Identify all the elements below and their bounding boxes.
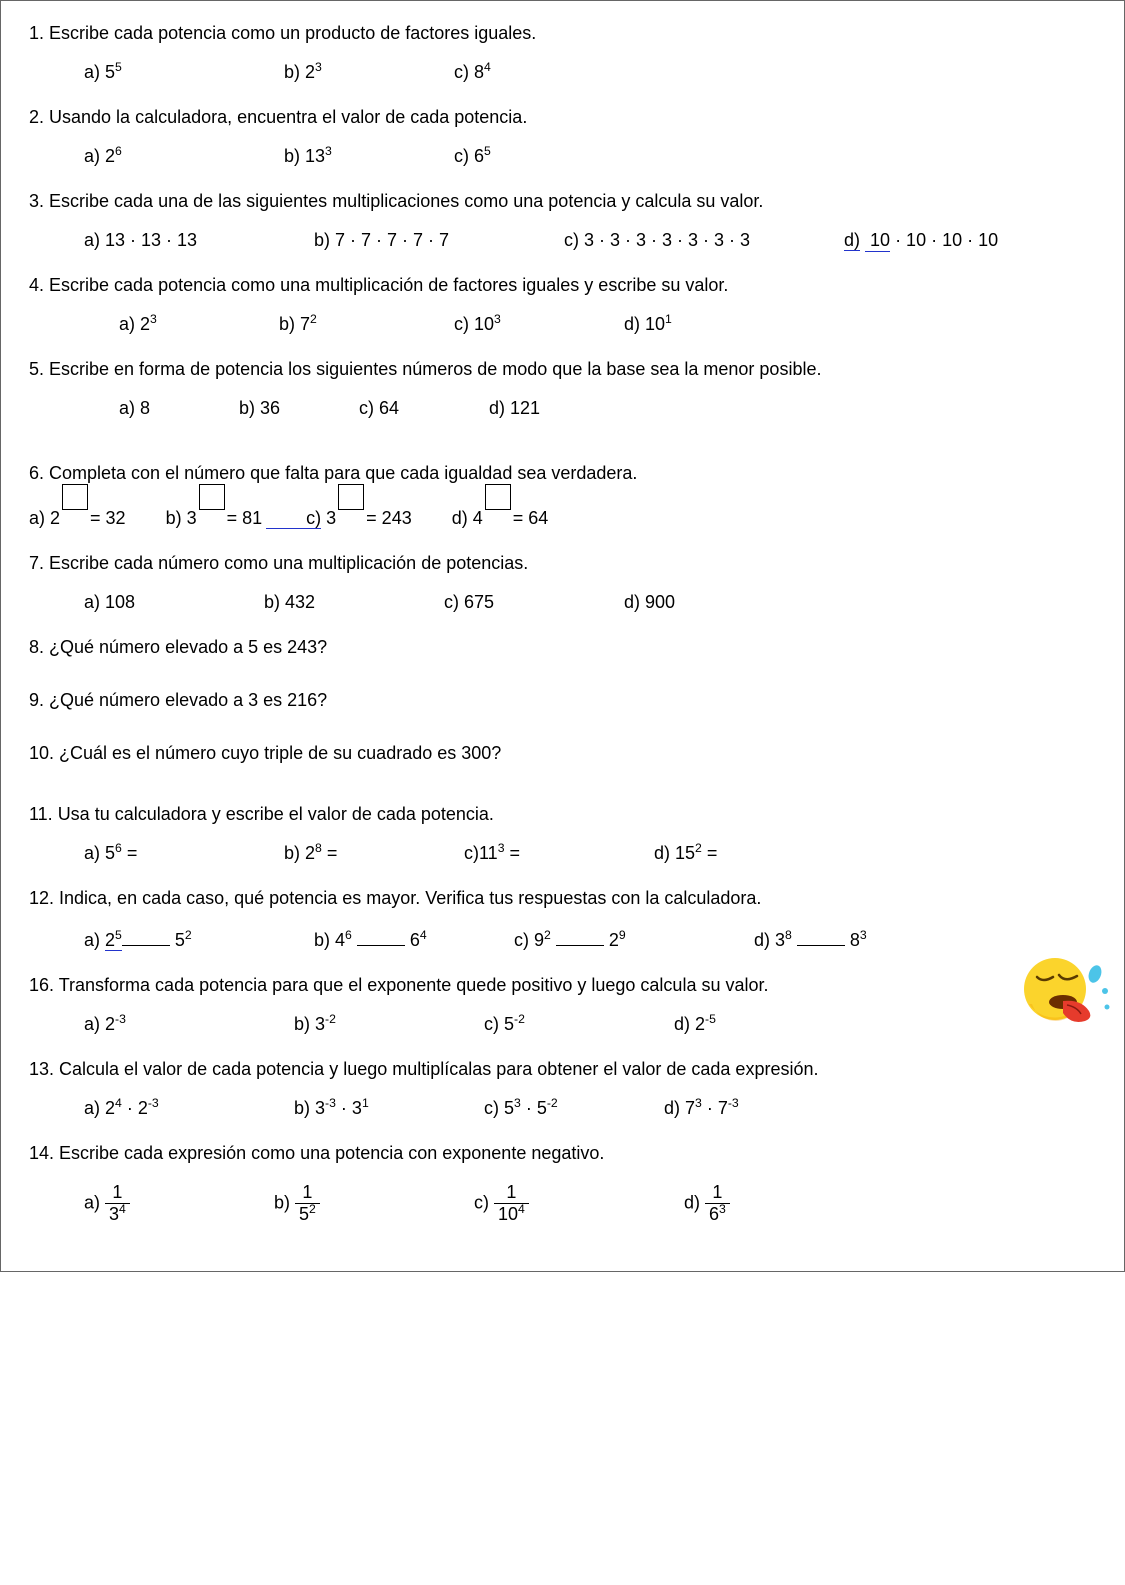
option: a) 25 52 (84, 927, 314, 951)
option: a) 134 (84, 1182, 274, 1225)
option: a) 23 (119, 314, 279, 335)
option: d) 38 83 (754, 927, 904, 951)
emoji-icon (1017, 949, 1112, 1034)
option: c) 65 (454, 146, 554, 167)
option: a) 13 · 13 · 13 (84, 230, 314, 251)
options-row: a) 2= 32 b) 3= 81 c) 3= 243 d) 4= 64 (29, 502, 1096, 529)
option: b) 133 (284, 146, 454, 167)
option: a) 24 · 2-3 (84, 1098, 294, 1119)
option: c) 3= 243 (306, 502, 412, 529)
option: a) 2-3 (84, 1014, 294, 1035)
question-12: 12. Indica, en cada caso, qué potencia e… (29, 888, 1096, 951)
option: a) 26 (84, 146, 284, 167)
question-text: 14. Escribe cada expresión como una pote… (29, 1143, 1096, 1164)
option: b) 72 (279, 314, 454, 335)
question-6: 6. Completa con el número que falta para… (29, 463, 1096, 529)
question-8: 8. ¿Qué número elevado a 5 es 243? (29, 637, 1096, 658)
option: c)113 = (464, 843, 654, 864)
option: b) 7 · 7 · 7 · 7 · 7 (314, 230, 564, 251)
question-5: 5. Escribe en forma de potencia los sigu… (29, 359, 1096, 419)
question-9: 9. ¿Qué número elevado a 3 es 216? (29, 690, 1096, 711)
option: b) 46 64 (314, 927, 514, 951)
option: d) 152 = (654, 843, 774, 864)
question-text: 11. Usa tu calculadora y escribe el valo… (29, 804, 1096, 825)
option: b) 432 (264, 592, 444, 613)
option: c) 64 (359, 398, 489, 419)
option: a) 108 (84, 592, 264, 613)
question-15: 14. Escribe cada expresión como una pote… (29, 1143, 1096, 1225)
option: d) 73 · 7-3 (664, 1098, 784, 1119)
option: a) 8 (119, 398, 239, 419)
question-2: 2. Usando la calculadora, encuentra el v… (29, 107, 1096, 167)
question-text: 4. Escribe cada potencia como una multip… (29, 275, 1096, 296)
option: d) 101 (624, 314, 724, 335)
question-10: 10. ¿Cuál es el número cuyo triple de su… (29, 743, 1096, 764)
option: d) 2-5 (674, 1014, 774, 1035)
question-text: 5. Escribe en forma de potencia los sigu… (29, 359, 1096, 380)
question-text: 6. Completa con el número que falta para… (29, 463, 1096, 484)
option: d) 4= 64 (452, 502, 549, 529)
question-7: 7. Escribe cada número como una multipli… (29, 553, 1096, 613)
question-13: 16. Transforma cada potencia para que el… (29, 975, 1096, 1035)
options-row: a) 55b) 23c) 84 (29, 62, 1096, 83)
options-row: a) 13 · 13 · 13b) 7 · 7 · 7 · 7 · 7c) 3 … (29, 230, 1096, 251)
question-text: 13. Calcula el valor de cada potencia y … (29, 1059, 1096, 1080)
question-text: 2. Usando la calculadora, encuentra el v… (29, 107, 1096, 128)
option: b) 3-2 (294, 1014, 484, 1035)
option: c) 53 · 5-2 (484, 1098, 664, 1119)
option: b) 152 (274, 1182, 474, 1225)
option: d) 900 (624, 592, 724, 613)
options-row: a) 56 =b) 28 =c)113 =d) 152 = (29, 843, 1096, 864)
option: a) 55 (84, 62, 284, 83)
option: a) 2= 32 (29, 502, 126, 529)
options-row: a) 108b) 432c) 675d) 900 (29, 592, 1096, 613)
option: b) 23 (284, 62, 454, 83)
options-row: a) 26b) 133c) 65 (29, 146, 1096, 167)
options-row: a) 25 52b) 46 64c) 92 29d) 38 83 (29, 927, 1096, 951)
option: d) 163 (684, 1182, 784, 1225)
question-14: 13. Calcula el valor de cada potencia y … (29, 1059, 1096, 1119)
question-text: 3. Escribe cada una de las siguientes mu… (29, 191, 1096, 212)
options-row: a) 23b) 72c) 103d) 101 (29, 314, 1096, 335)
options-row: a) 134b) 152c) 1104d) 163 (29, 1182, 1096, 1225)
question-text: 1. Escribe cada potencia como un product… (29, 23, 1096, 44)
option: c) 92 29 (514, 927, 754, 951)
option: b) 36 (239, 398, 359, 419)
option: c) 84 (454, 62, 554, 83)
option: b) 3-3 · 31 (294, 1098, 484, 1119)
question-1: 1. Escribe cada potencia como un product… (29, 23, 1096, 83)
option: c) 5-2 (484, 1014, 674, 1035)
connector-underline (266, 510, 306, 529)
options-row: a) 8b) 36c) 64d) 121 (29, 398, 1096, 419)
math-worksheet: 1. Escribe cada potencia como un product… (29, 23, 1096, 1225)
option: b) 3= 81 (166, 502, 263, 529)
question-11: 11. Usa tu calculadora y escribe el valo… (29, 804, 1096, 864)
option: d) 121 (489, 398, 589, 419)
option: a) 56 = (84, 843, 284, 864)
question-text: 9. ¿Qué número elevado a 3 es 216? (29, 690, 1096, 711)
question-text: 16. Transforma cada potencia para que el… (29, 975, 1096, 996)
question-text: 7. Escribe cada número como una multipli… (29, 553, 1096, 574)
option: c) 103 (454, 314, 624, 335)
option: c) 3 · 3 · 3 · 3 · 3 · 3 · 3 (564, 230, 844, 251)
question-text: 8. ¿Qué número elevado a 5 es 243? (29, 637, 1096, 658)
question-4: 4. Escribe cada potencia como una multip… (29, 275, 1096, 335)
options-row: a) 2-3b) 3-2c) 5-2d) 2-5 (29, 1014, 1096, 1035)
option: c) 1104 (474, 1182, 684, 1225)
option: c) 675 (444, 592, 624, 613)
question-text: 10. ¿Cuál es el número cuyo triple de su… (29, 743, 1096, 764)
options-row: a) 24 · 2-3b) 3-3 · 31c) 53 · 5-2d) 73 ·… (29, 1098, 1096, 1119)
question-3: 3. Escribe cada una de las siguientes mu… (29, 191, 1096, 251)
option: b) 28 = (284, 843, 464, 864)
option: d) 10 · 10 · 10 · 10 (844, 230, 1044, 251)
question-text: 12. Indica, en cada caso, qué potencia e… (29, 888, 1096, 909)
